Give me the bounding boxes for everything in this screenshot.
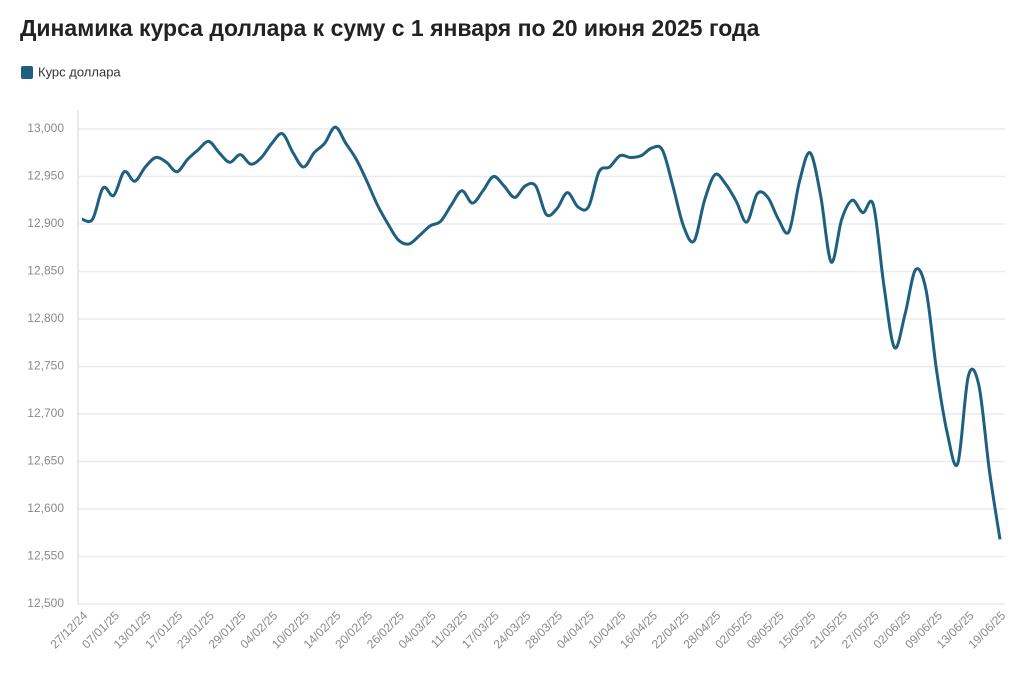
y-tick-label: 13,000 [27,121,64,135]
y-tick-label: 12,900 [27,216,64,230]
legend-swatch [21,66,33,79]
chart-title: Динамика курса доллара к суму с 1 января… [20,15,760,41]
y-tick-label: 12,750 [27,359,64,373]
y-tick-label: 12,850 [27,264,64,278]
y-tick-label: 12,650 [27,454,64,468]
y-tick-label: 12,550 [27,549,64,563]
y-tick-label: 12,600 [27,501,64,515]
y-tick-label: 12,800 [27,311,64,325]
y-tick-label: 12,700 [27,406,64,420]
legend-label: Курс доллара [38,64,121,79]
y-tick-label: 12,950 [27,169,64,183]
y-tick-label: 12,500 [27,596,64,610]
data-line [81,125,1002,540]
